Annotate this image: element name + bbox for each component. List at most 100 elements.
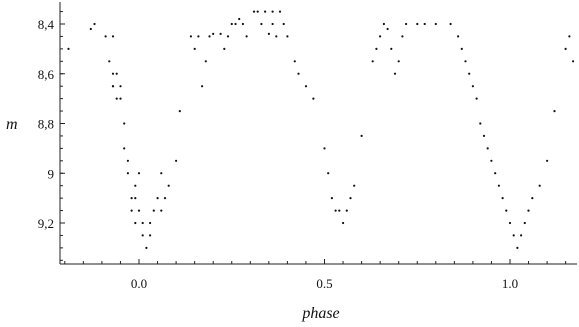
data-point [111, 85, 115, 88]
data-point [93, 22, 96, 26]
data-point [160, 209, 163, 212]
data-point [494, 172, 497, 175]
data-point [486, 147, 489, 150]
data-point [360, 134, 363, 137]
data-point [375, 47, 378, 51]
data-point [134, 197, 137, 200]
data-point [145, 246, 148, 249]
data-point [338, 209, 341, 212]
data-point [382, 22, 385, 26]
data-point [126, 159, 129, 162]
data-point [193, 47, 196, 51]
data-point [134, 221, 137, 225]
data-point [286, 35, 289, 38]
data-point [482, 134, 486, 137]
data-point [104, 35, 107, 38]
y-tick-label: 9,2 [38, 216, 54, 231]
data-point [379, 35, 382, 38]
data-point [208, 35, 211, 38]
data-point [531, 197, 534, 200]
data-point [390, 47, 393, 51]
data-point [156, 197, 159, 200]
data-point [423, 22, 426, 26]
data-point [568, 35, 571, 38]
data-point [137, 172, 141, 175]
data-point [508, 221, 512, 225]
data-point [241, 22, 244, 26]
y-axis-ticks: 8,4 8,6 8,8 9 9,2 [38, 11, 65, 261]
data-point [119, 85, 122, 88]
data-point [416, 22, 419, 26]
x-axis-title: phase [301, 305, 339, 322]
data-point [149, 234, 152, 237]
data-points [67, 10, 575, 249]
data-point [479, 122, 482, 125]
data-point [152, 209, 155, 212]
data-point [523, 221, 526, 225]
data-point [371, 60, 374, 63]
data-point [353, 184, 356, 187]
data-point [197, 35, 200, 38]
data-point [275, 35, 278, 38]
data-point [119, 97, 122, 100]
y-tick-label: 9 [48, 166, 55, 181]
y-tick-label: 8,4 [38, 17, 55, 32]
y-tick-label: 8,6 [38, 67, 55, 82]
data-point [460, 47, 463, 51]
data-point [490, 159, 493, 162]
data-point [449, 22, 452, 26]
data-point [160, 172, 163, 175]
data-point [126, 172, 129, 175]
data-point [327, 172, 330, 175]
data-point [330, 197, 333, 200]
data-point [471, 85, 474, 88]
data-point [349, 197, 352, 200]
data-point [238, 17, 241, 21]
data-point [219, 32, 222, 36]
data-point [149, 221, 152, 225]
data-point [434, 22, 437, 26]
data-point [137, 209, 141, 212]
data-point [167, 184, 170, 187]
data-point [516, 246, 519, 249]
data-point [141, 221, 144, 225]
data-point [564, 47, 567, 51]
data-point [111, 35, 115, 38]
data-point [130, 197, 133, 200]
data-point [512, 234, 515, 237]
data-point [123, 122, 126, 125]
data-point [245, 35, 248, 38]
data-point [115, 97, 118, 100]
y-axis-title: m [6, 116, 18, 133]
data-point [141, 234, 144, 237]
data-point [264, 10, 267, 13]
data-point [267, 32, 270, 36]
data-point [505, 209, 508, 212]
data-point [252, 10, 256, 13]
data-point [178, 110, 181, 113]
data-point [234, 22, 237, 26]
data-point [401, 35, 404, 38]
data-point [134, 184, 137, 187]
data-point [111, 72, 115, 75]
data-point [223, 47, 226, 51]
plot-frame [59, 2, 577, 265]
data-point [201, 85, 204, 88]
data-point [212, 32, 215, 36]
data-point [386, 27, 389, 31]
data-point [464, 60, 467, 63]
data-point [468, 72, 471, 75]
data-point [304, 85, 308, 88]
data-point [204, 60, 207, 63]
data-point [546, 159, 549, 162]
data-point [163, 197, 167, 200]
data-point [457, 35, 460, 38]
data-point [497, 184, 500, 187]
data-point [345, 209, 348, 212]
data-point [67, 47, 70, 51]
data-point [230, 22, 233, 26]
data-point [278, 10, 282, 13]
data-point [323, 147, 326, 150]
data-point [572, 60, 575, 63]
